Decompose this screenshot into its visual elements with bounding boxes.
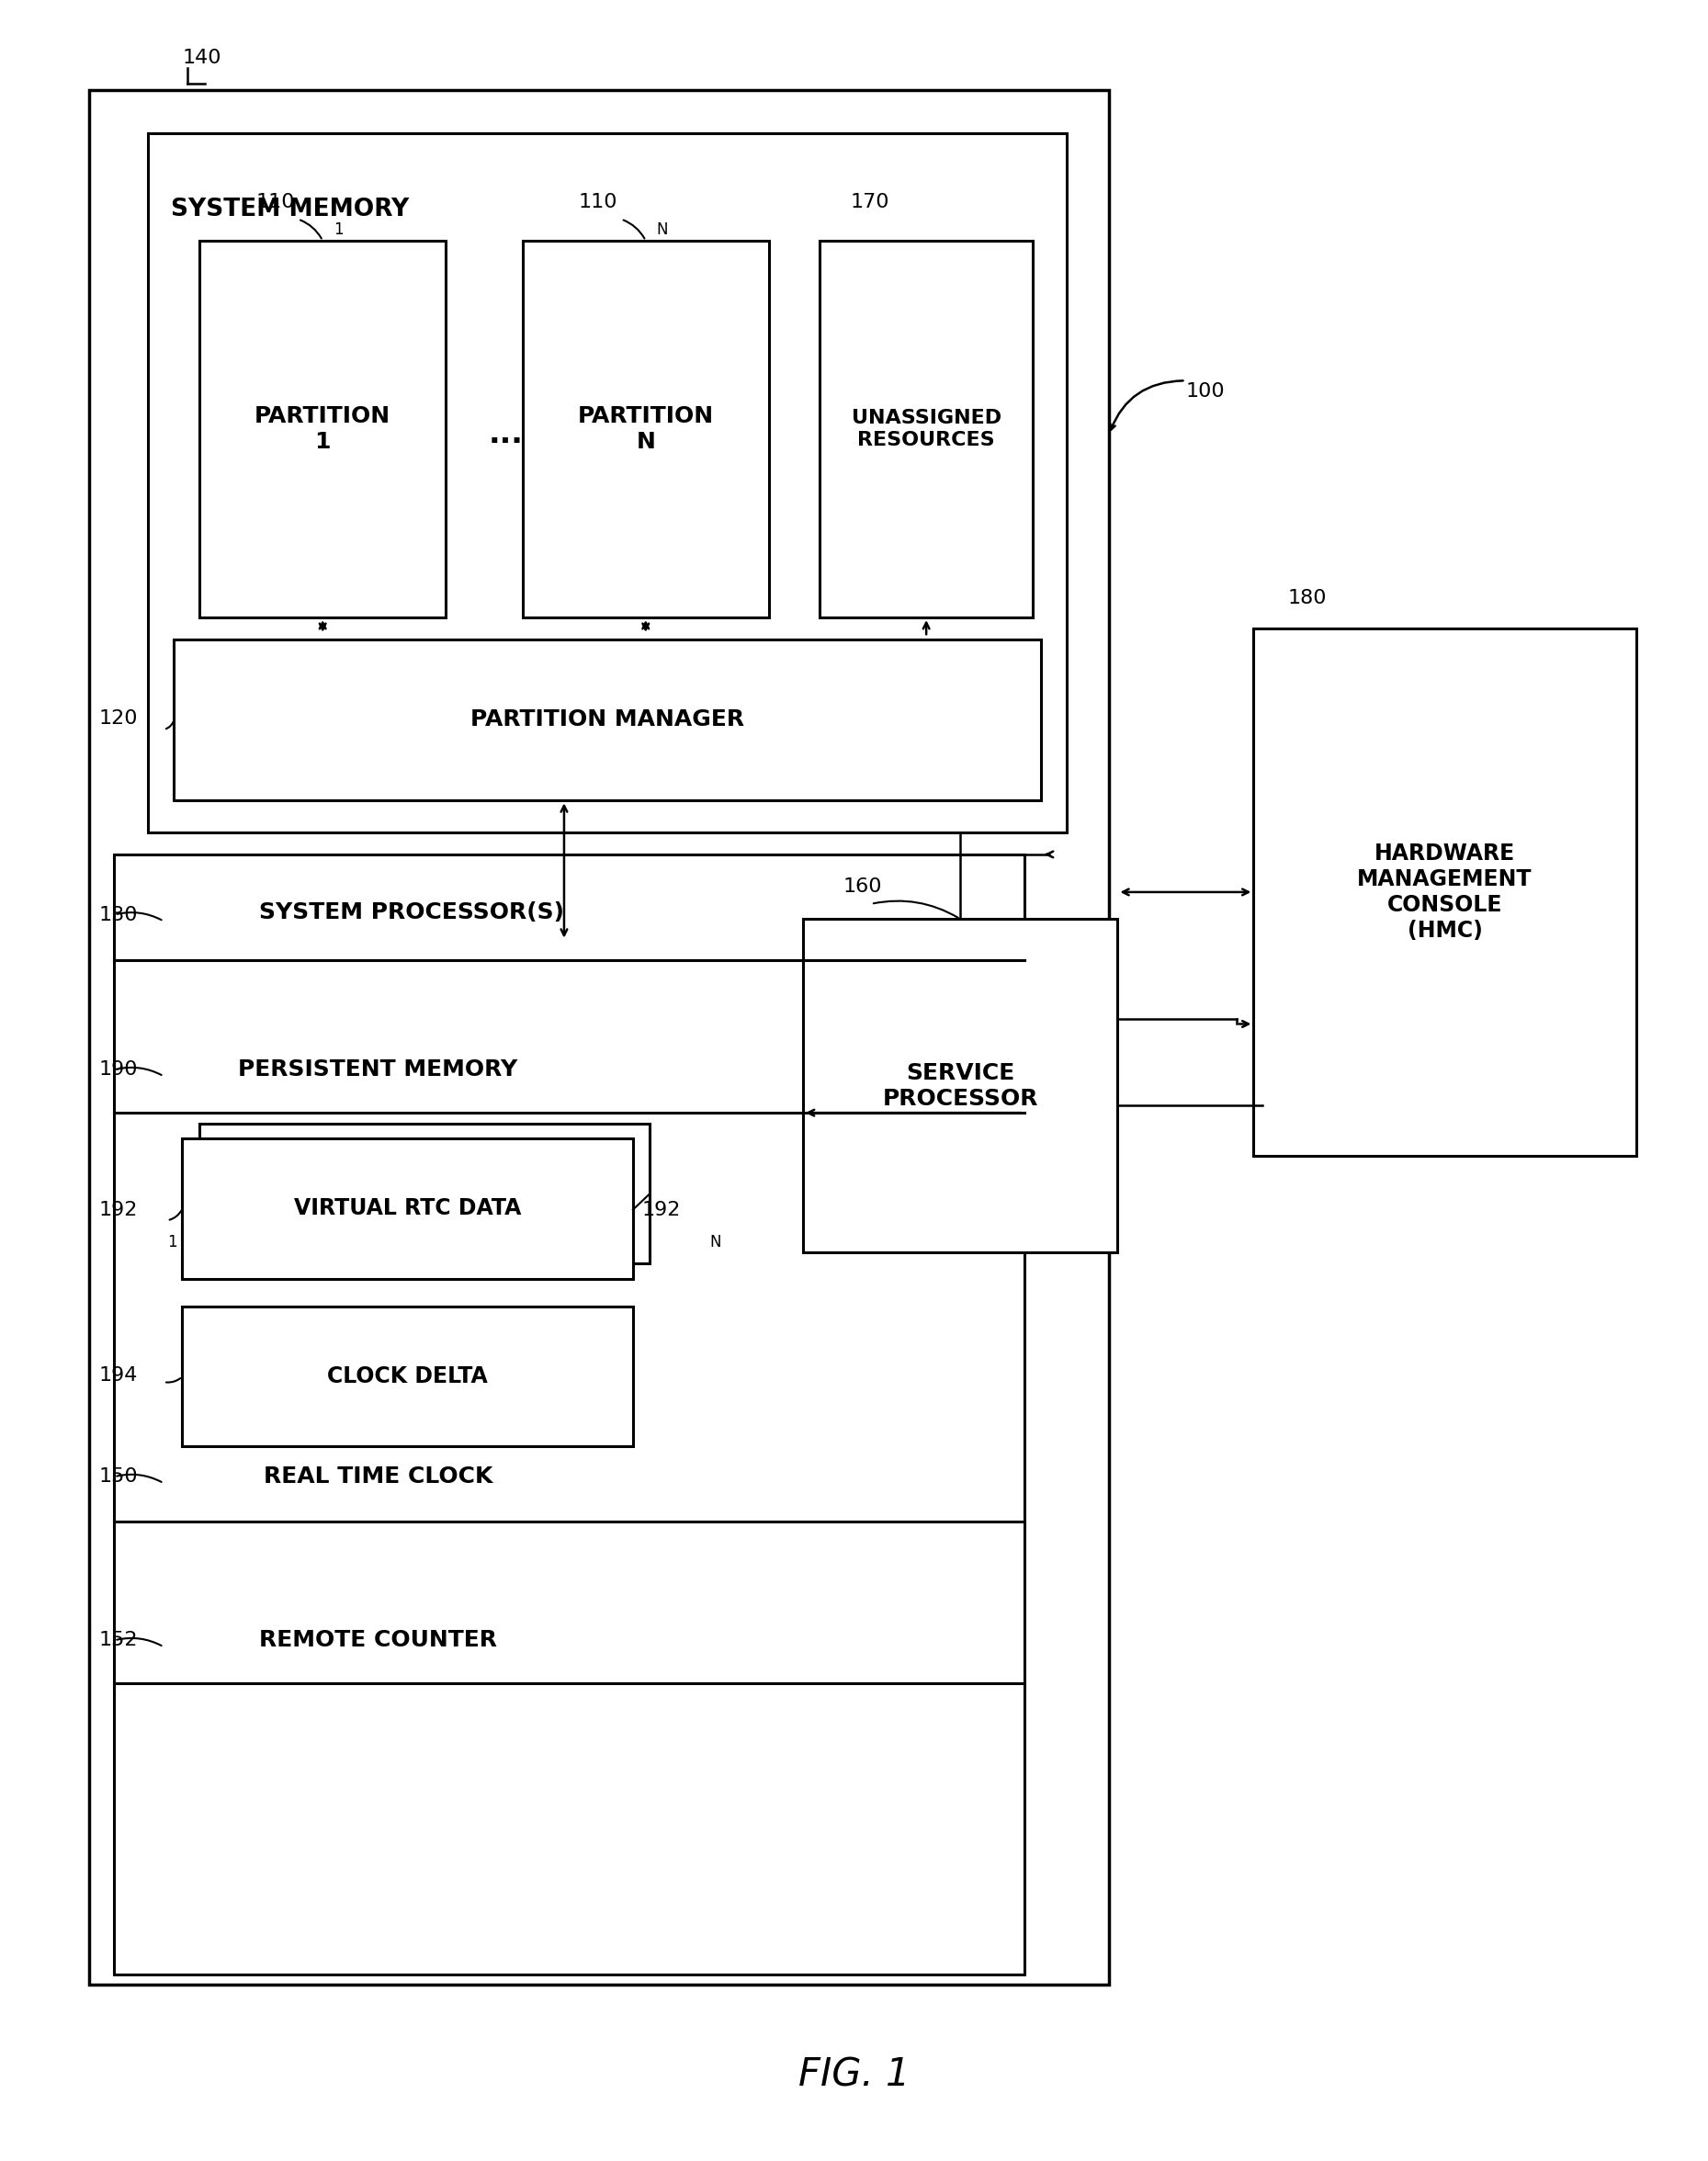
Text: N: N bbox=[709, 1234, 721, 1251]
FancyBboxPatch shape bbox=[174, 640, 1042, 800]
FancyBboxPatch shape bbox=[200, 240, 446, 618]
FancyBboxPatch shape bbox=[523, 240, 769, 618]
Text: FIG. 1: FIG. 1 bbox=[798, 2055, 910, 2094]
Text: REMOTE COUNTER: REMOTE COUNTER bbox=[260, 1629, 497, 1651]
Text: PARTITION MANAGER: PARTITION MANAGER bbox=[470, 709, 745, 730]
Text: ...: ... bbox=[488, 419, 523, 449]
Text: HARDWARE
MANAGEMENT
CONSOLE
(HMC): HARDWARE MANAGEMENT CONSOLE (HMC) bbox=[1358, 843, 1532, 942]
Text: PARTITION
N: PARTITION N bbox=[577, 406, 714, 454]
Text: 152: 152 bbox=[99, 1632, 138, 1649]
Text: PARTITION
1: PARTITION 1 bbox=[254, 406, 391, 454]
Text: 192: 192 bbox=[642, 1202, 680, 1219]
Text: SERVICE
PROCESSOR: SERVICE PROCESSOR bbox=[883, 1061, 1038, 1111]
FancyBboxPatch shape bbox=[1254, 629, 1636, 1156]
Text: 140: 140 bbox=[183, 48, 222, 67]
FancyBboxPatch shape bbox=[183, 1307, 634, 1446]
Text: 100: 100 bbox=[1185, 382, 1225, 400]
Text: PERSISTENT MEMORY: PERSISTENT MEMORY bbox=[237, 1059, 518, 1080]
Text: 160: 160 bbox=[844, 877, 881, 897]
Text: VIRTUAL RTC DATA: VIRTUAL RTC DATA bbox=[294, 1197, 521, 1219]
Text: 110: 110 bbox=[256, 192, 294, 212]
Text: SYSTEM PROCESSOR(S): SYSTEM PROCESSOR(S) bbox=[260, 901, 564, 923]
Text: UNASSIGNED
RESOURCES: UNASSIGNED RESOURCES bbox=[851, 408, 1001, 449]
Text: 110: 110 bbox=[579, 192, 618, 212]
FancyBboxPatch shape bbox=[200, 1124, 651, 1264]
FancyBboxPatch shape bbox=[149, 134, 1066, 832]
FancyBboxPatch shape bbox=[803, 918, 1117, 1253]
Text: 1: 1 bbox=[333, 223, 343, 238]
FancyBboxPatch shape bbox=[89, 91, 1108, 1986]
Text: SYSTEM MEMORY: SYSTEM MEMORY bbox=[171, 197, 408, 223]
Text: 1: 1 bbox=[167, 1234, 178, 1251]
Text: REAL TIME CLOCK: REAL TIME CLOCK bbox=[263, 1465, 492, 1487]
Text: 170: 170 bbox=[851, 192, 890, 212]
Text: 130: 130 bbox=[99, 905, 138, 925]
Text: 194: 194 bbox=[99, 1366, 138, 1385]
Text: 192: 192 bbox=[99, 1202, 138, 1219]
Text: CLOCK DELTA: CLOCK DELTA bbox=[328, 1366, 488, 1387]
FancyBboxPatch shape bbox=[114, 854, 1025, 1975]
Text: 120: 120 bbox=[99, 709, 138, 728]
Text: 180: 180 bbox=[1288, 590, 1327, 607]
FancyBboxPatch shape bbox=[183, 1139, 634, 1279]
Text: 150: 150 bbox=[99, 1467, 138, 1487]
Text: 190: 190 bbox=[99, 1061, 138, 1078]
FancyBboxPatch shape bbox=[820, 240, 1033, 618]
Text: N: N bbox=[658, 223, 668, 238]
